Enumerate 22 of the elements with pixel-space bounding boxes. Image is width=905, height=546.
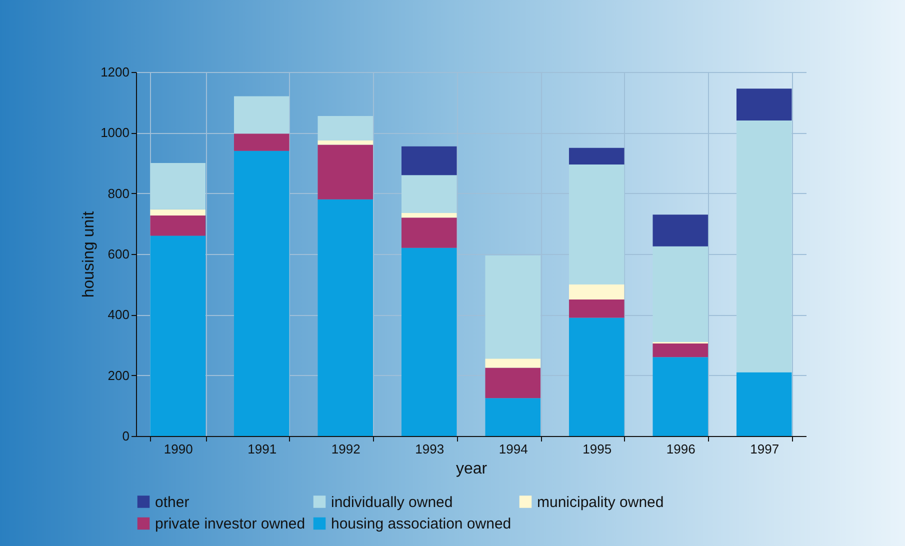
y-tick-label: 800 xyxy=(108,186,130,201)
legend-label: individually owned xyxy=(331,494,453,511)
x-tick-label: 1990 xyxy=(164,442,193,456)
x-tick-label: 1991 xyxy=(248,442,277,456)
x-tick-label: 1996 xyxy=(666,442,696,456)
x-tick-label: 1997 xyxy=(750,442,780,456)
y-tick-label: 0 xyxy=(122,428,130,444)
legend-label: housing association owned xyxy=(331,516,512,532)
y-tick-label: 200 xyxy=(108,368,130,383)
legend-label: other xyxy=(155,494,190,511)
y-tick-label: 1200 xyxy=(100,64,130,80)
x-tick-label: 1994 xyxy=(498,442,528,456)
y-axis-title: housing unit xyxy=(80,210,98,298)
x-tick-label: 1993 xyxy=(415,442,444,456)
x-axis-title: year xyxy=(456,460,488,478)
x-tick-label: 1992 xyxy=(331,442,360,456)
y-tick-label: 600 xyxy=(108,246,130,262)
legend-label: municipality owned xyxy=(537,494,664,511)
y-tick-label: 400 xyxy=(108,307,130,322)
y-tick-label: 1000 xyxy=(100,125,130,140)
x-tick-label: 1995 xyxy=(582,442,612,456)
legend-label: private investor owned xyxy=(155,516,306,532)
